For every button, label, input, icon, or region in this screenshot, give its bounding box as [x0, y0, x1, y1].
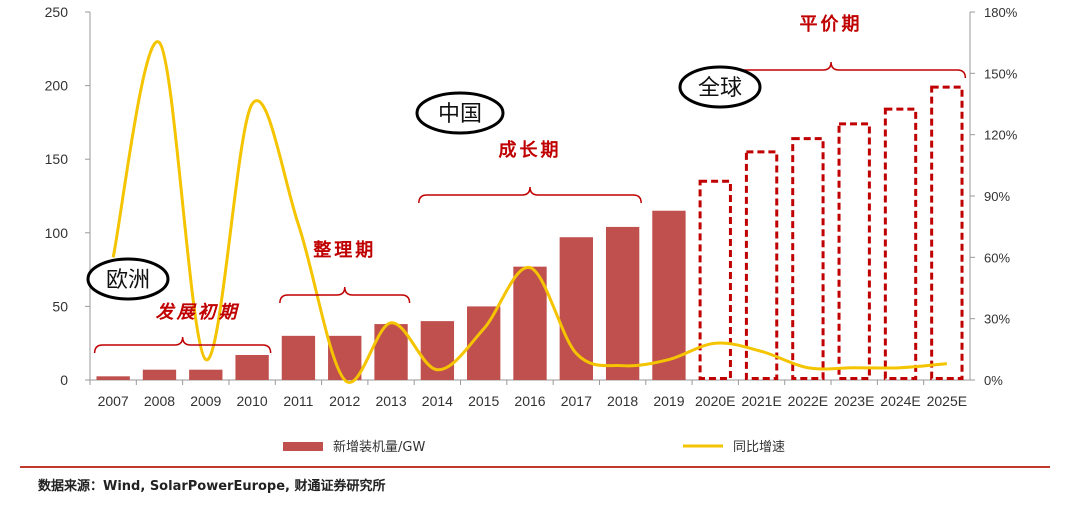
y-left-tick-label: 150 [45, 151, 69, 167]
x-tick-label: 2020E [695, 393, 735, 409]
x-tick-label: 2015 [468, 393, 499, 409]
bar-estimated [883, 107, 918, 381]
legend-bar-label: 新增装机量/GW [333, 439, 425, 455]
x-tick-label: 2009 [190, 393, 221, 409]
axes-layer: 0 50 100 150 200 250 0% 30% 60% 90% 120% 150% 180% 20… [45, 4, 1018, 409]
bar [652, 210, 686, 380]
x-tick-label: 2021E [741, 393, 781, 409]
y-left-tick-label: 50 [52, 298, 68, 314]
region-label: 全球 [698, 76, 742, 101]
bar [142, 369, 177, 380]
legend-line-label: 同比增速 [733, 440, 785, 455]
y-right-tick-label: 150% [984, 66, 1018, 81]
y-right-tick-label: 90% [984, 189, 1010, 204]
region-label: 中国 [438, 102, 482, 127]
x-tick-label: 2024E [880, 393, 920, 409]
bar-estimated [698, 179, 732, 380]
x-tick-label: 2022E [788, 393, 828, 409]
bar-estimated [744, 150, 779, 380]
bar [605, 226, 640, 380]
bar [513, 266, 547, 380]
x-tick-label: 2019 [653, 393, 684, 409]
bar [189, 369, 223, 380]
legend: 新增装机量/GW 同比增速 [283, 439, 785, 455]
phase-label: 平价期 [800, 14, 863, 35]
region-label: 欧洲 [106, 268, 150, 293]
x-tick-label: 2012 [329, 393, 360, 409]
bar [235, 354, 269, 380]
legend-bar-swatch [283, 442, 323, 451]
y-left-tick-label: 0 [60, 372, 68, 388]
y-right-tick-label: 30% [984, 312, 1010, 327]
phase-brace [279, 286, 411, 304]
bar-estimated [930, 85, 964, 380]
y-left-tick-label: 200 [45, 78, 69, 94]
x-tick-label: 2014 [422, 393, 453, 409]
y-right-tick-label: 0% [984, 373, 1003, 388]
bar-estimated [837, 122, 871, 381]
x-tick-label: 2018 [607, 393, 638, 409]
y-right-tick-label: 180% [984, 5, 1018, 20]
bar [96, 376, 130, 380]
x-tick-label: 2017 [561, 393, 592, 409]
growth-line-layer [111, 40, 947, 384]
bar-estimated [791, 137, 825, 380]
phase-label: 整理期 [312, 239, 376, 261]
chart-svg: 0 50 100 150 200 250 0% 30% 60% 90% 120% 150% 180% 20… [45, 4, 1018, 455]
y-right-tick-label: 60% [984, 250, 1010, 265]
x-tick-label: 2016 [514, 393, 545, 409]
bar [559, 237, 593, 380]
y-right-tick-label: 120% [984, 128, 1018, 143]
x-tick-label: 2007 [98, 393, 129, 409]
bar [281, 335, 316, 380]
y-left-tick-label: 250 [45, 4, 69, 20]
phase-label: 发展初期 [156, 302, 240, 323]
region-ellipse [678, 65, 762, 109]
y-left-tick-label: 100 [45, 225, 69, 241]
x-tick-label: 2008 [144, 393, 175, 409]
x-tick-label: 2011 [283, 393, 313, 409]
x-tick-label: 2010 [237, 393, 268, 409]
region-ellipse [86, 257, 170, 301]
x-tick-label: 2013 [375, 393, 406, 409]
x-tick-label: 2025E [927, 393, 967, 409]
region-ellipse [415, 91, 505, 135]
phase-brace [93, 336, 272, 354]
source-note: 数据来源：Wind, SolarPowerEurope, 财通证券研究所 [38, 479, 386, 494]
growth-line [111, 40, 947, 384]
bars-layer [96, 85, 964, 381]
footer-divider [20, 466, 1050, 468]
phase-label: 成长期 [499, 139, 562, 161]
phase-brace [418, 186, 642, 204]
x-tick-label: 2023E [834, 393, 874, 409]
